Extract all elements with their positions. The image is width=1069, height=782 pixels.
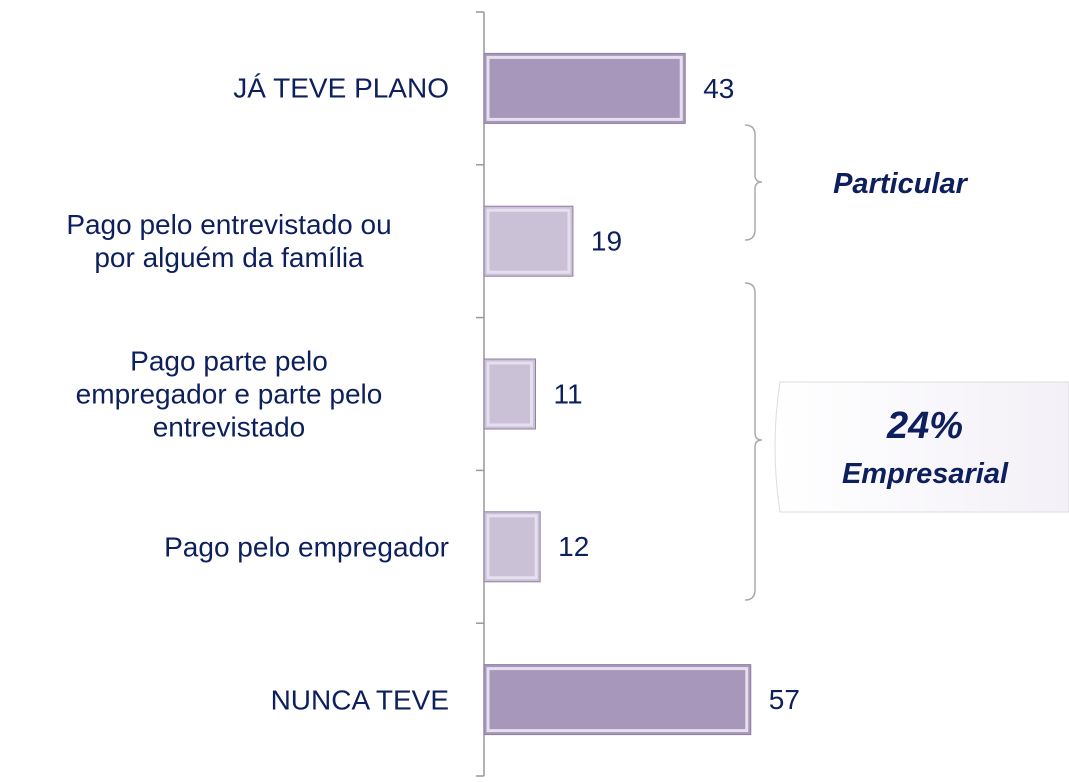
value-label: 19	[591, 226, 622, 257]
bar-highlight	[486, 667, 749, 733]
category-label: Pago pelo entrevistado ou por alguém da …	[66, 209, 392, 274]
bar	[483, 205, 574, 277]
bar-highlight	[486, 208, 571, 274]
category-label: NUNCA TEVE	[270, 684, 449, 716]
category-label: JÁ TEVE PLANO	[233, 72, 449, 104]
bar-highlight	[486, 514, 538, 580]
bracket	[744, 124, 763, 241]
value-label: 11	[553, 378, 582, 409]
category-label: Pago pelo empregador	[164, 531, 449, 563]
annotation: Empresarial	[841, 458, 1009, 490]
annotation: 24%	[886, 405, 964, 447]
value-label: 43	[703, 73, 734, 104]
value-label: 12	[558, 531, 589, 562]
bar	[483, 664, 752, 736]
bar	[483, 358, 536, 430]
bar	[483, 511, 541, 583]
bar-highlight	[486, 55, 683, 121]
bar	[483, 52, 686, 124]
value-label: 57	[769, 684, 800, 715]
annotation: Particular	[833, 168, 967, 200]
bracket	[744, 282, 763, 601]
category-label: Pago parte pelo empregador e parte pelo …	[75, 345, 383, 443]
annotation-box	[774, 381, 1069, 513]
bar-highlight	[486, 361, 533, 427]
